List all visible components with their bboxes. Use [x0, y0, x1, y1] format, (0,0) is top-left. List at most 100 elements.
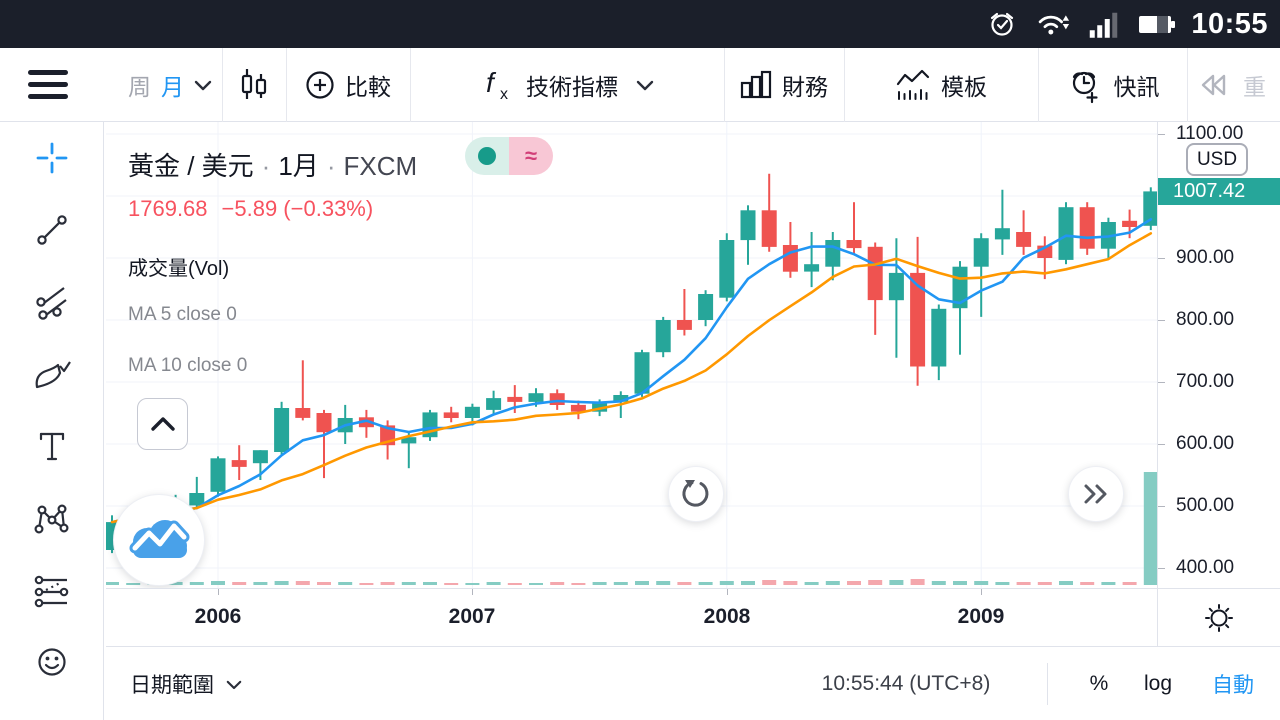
session-clock: 10:55:44 (UTC+8)	[821, 672, 991, 695]
axis-tick	[727, 589, 728, 595]
gann-fib-icon	[35, 287, 67, 320]
candle	[401, 437, 417, 444]
volume-bar	[274, 581, 289, 585]
interval-week[interactable]: 周	[128, 74, 151, 100]
candle	[549, 393, 565, 405]
watermark-cloud-button[interactable]	[113, 494, 205, 586]
candle	[231, 460, 247, 467]
volume-bar	[762, 580, 777, 585]
interval-month[interactable]: 月	[161, 74, 184, 100]
axis-settings-cell[interactable]	[1157, 588, 1280, 646]
volume-bar	[168, 582, 183, 585]
candle	[973, 238, 989, 267]
forecast-icon	[34, 575, 68, 608]
price-axis-label: 700.00	[1176, 371, 1235, 392]
volume-bar	[995, 582, 1010, 585]
time-axis[interactable]: 2006 2007 2008 2009	[106, 588, 1157, 646]
chart-style-button[interactable]	[222, 48, 286, 122]
undo-redo-group: 重	[1187, 48, 1280, 122]
year-axis-label: 2009	[957, 605, 1005, 628]
bottom-toolbar: 日期範圍 10:55:44 (UTC+8) % log 自動	[106, 646, 1280, 720]
xabcd-pattern-icon	[34, 504, 69, 534]
percent-scale-button[interactable]: %	[1089, 672, 1109, 695]
menu-button[interactable]	[28, 62, 76, 106]
axis-tick	[218, 589, 219, 595]
tool-emoji[interactable]	[0, 626, 104, 698]
template-chart-icon	[896, 69, 930, 100]
ma10-study-label[interactable]: MA 10 close 0	[128, 355, 248, 376]
reload-icon	[682, 480, 709, 507]
chevron-down-icon	[194, 80, 212, 91]
templates-label: 模板	[941, 74, 987, 100]
go-to-latest-button[interactable]	[1068, 466, 1124, 522]
tool-text[interactable]	[0, 410, 104, 482]
toggle-dot-side[interactable]	[465, 137, 509, 175]
candle	[316, 413, 332, 433]
volume-bar	[529, 583, 543, 585]
chart-legend[interactable]: 黃金 / 美元 · 1月 · FXCM	[128, 146, 417, 183]
compare-button[interactable]: 比較	[286, 48, 410, 122]
candle	[464, 406, 480, 418]
date-range-button[interactable]: 日期範圍	[130, 647, 242, 720]
year-axis-label: 2006	[194, 605, 242, 628]
price-axis-label: 500.00	[1176, 495, 1235, 516]
chevron-down-icon	[226, 680, 242, 689]
volume-bar	[889, 580, 904, 585]
price-axis[interactable]: 1100.00 900.00 800.00 700.00 600.00 500.00 400…	[1157, 122, 1280, 588]
collapse-legend-button[interactable]	[137, 398, 188, 450]
axis-tick	[472, 589, 473, 595]
tool-gann-fib[interactable]	[0, 266, 104, 338]
axis-tick	[1158, 320, 1165, 321]
volume-bar	[1059, 581, 1073, 585]
candle	[507, 396, 523, 402]
candle	[1079, 207, 1095, 249]
symbol-interval[interactable]: 1月	[278, 151, 319, 181]
candle	[698, 294, 714, 320]
volume-bar	[910, 579, 925, 585]
interval-selector[interactable]: 周 月	[118, 48, 222, 122]
tool-crosshair[interactable]	[0, 122, 104, 194]
tool-xabcd-pattern[interactable]	[0, 482, 104, 554]
divider	[1047, 663, 1048, 705]
symbol-name[interactable]: 黃金 / 美元	[128, 151, 254, 181]
last-price: 1769.68	[128, 196, 208, 221]
chart-pane[interactable]	[106, 122, 1157, 588]
axis-tick	[1158, 444, 1165, 445]
candle	[804, 264, 820, 272]
tool-brush[interactable]	[0, 338, 104, 410]
alerts-button[interactable]: 快訊	[1038, 48, 1187, 122]
chart-mode-toggle[interactable]: ≈	[465, 137, 553, 175]
alerts-label: 快訊	[1113, 74, 1160, 100]
toggle-wave-side[interactable]: ≈	[509, 137, 553, 175]
candle	[634, 352, 650, 394]
financials-button[interactable]: 財務	[724, 48, 844, 122]
redo-label-partial[interactable]: 重	[1243, 74, 1266, 100]
ma5-study-label[interactable]: MA 5 close 0	[128, 304, 237, 325]
candle	[274, 408, 290, 452]
tool-forecast[interactable]	[0, 554, 104, 626]
auto-scale-button[interactable]: 自動	[1212, 674, 1254, 697]
svg-text:x: x	[500, 86, 508, 103]
volume-bar	[931, 581, 946, 585]
volume-bar	[1016, 582, 1031, 585]
volume-bar	[380, 582, 395, 585]
volume-bar	[592, 582, 607, 585]
drawing-toolbar	[0, 122, 104, 720]
volume-bar	[1101, 582, 1116, 585]
candle	[1058, 207, 1074, 260]
volume-bar	[486, 582, 501, 585]
currency-badge[interactable]: USD	[1186, 143, 1248, 176]
templates-button[interactable]: 模板	[844, 48, 1038, 122]
reload-button[interactable]	[668, 466, 724, 522]
log-scale-button[interactable]: log	[1143, 672, 1173, 695]
volume-study-label[interactable]: 成交量(Vol)	[128, 258, 230, 280]
rewind-icon[interactable]	[1201, 74, 1227, 96]
candle	[994, 228, 1010, 240]
tool-trend-line[interactable]	[0, 194, 104, 266]
volume-bar	[825, 581, 840, 585]
candlestick-chart[interactable]	[106, 122, 1157, 588]
volume-bar	[953, 581, 967, 585]
volume-bar	[677, 582, 692, 585]
volume-bar	[804, 582, 819, 585]
